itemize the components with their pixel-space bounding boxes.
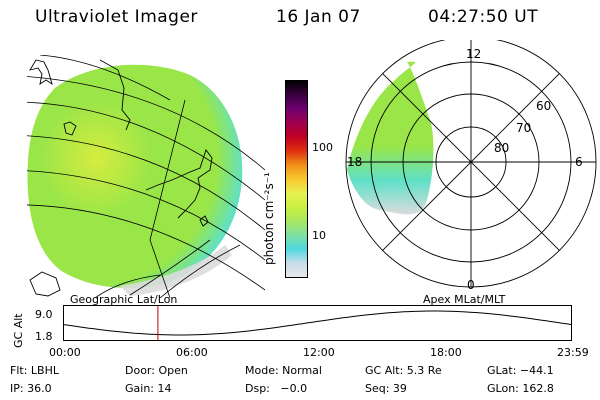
status-seq: Seq: 39 (365, 382, 407, 395)
altitude-ytick-min: 1.8 (35, 330, 53, 343)
altitude-plot (63, 305, 572, 341)
colorbar-tick-10: 10 (312, 229, 326, 242)
altitude-ytick-max: 9.0 (35, 308, 53, 321)
mlat-label-80: 80 (494, 141, 509, 155)
date-label: 16 Jan 07 (276, 7, 361, 27)
mlat-label-60: 60 (536, 99, 551, 113)
altitude-curve (63, 310, 572, 336)
status-gain: Gain: 14 (125, 382, 172, 395)
mlt-label-12: 12 (466, 47, 481, 61)
altitude-xtick-2: 12:00 (303, 346, 335, 359)
altitude-ylabel: GC Alt (12, 313, 25, 348)
colorbar-unit-label: photon cm⁻²s⁻¹ (262, 172, 276, 265)
polar-grid (345, 40, 597, 288)
polar-plot-panel: 12 6 0 18 60 70 80 (345, 40, 597, 292)
colorbar-tick-100: 100 (312, 141, 333, 154)
geo-panel-label: Geographic Lat/Lon (70, 293, 178, 306)
status-glon: GLon: 162.8 (487, 382, 554, 395)
polar-aurora-coverage (347, 61, 434, 215)
status-mode: Mode: Normal (245, 364, 322, 377)
mlt-label-6: 6 (575, 155, 583, 169)
geo-image-panel (27, 55, 265, 298)
mlat-label-70: 70 (516, 121, 531, 135)
altitude-xtick-0: 00:00 (49, 346, 81, 359)
status-glat: GLat: −44.1 (487, 364, 554, 377)
altitude-xtick-1: 06:00 (176, 346, 208, 359)
altitude-xtick-4: 23:59 (557, 346, 589, 359)
mlt-label-0: 0 (467, 278, 475, 292)
altitude-xtick-3: 18:00 (430, 346, 462, 359)
status-dsp: Dsp: −0.0 (245, 382, 308, 395)
status-filter: Flt: LBHL (10, 364, 59, 377)
aurora-image-disk (27, 64, 243, 288)
polar-panel-label: Apex MLat/MLT (423, 293, 506, 306)
mlt-label-18: 18 (347, 155, 362, 169)
status-ip: IP: 36.0 (10, 382, 52, 395)
status-gc-alt: GC Alt: 5.3 Re (365, 364, 442, 377)
time-label: 04:27:50 UT (428, 7, 539, 27)
geo-grid-lines (27, 55, 265, 298)
instrument-title: Ultraviolet Imager (35, 7, 198, 27)
colorbar (285, 80, 308, 278)
status-door: Door: Open (125, 364, 188, 377)
